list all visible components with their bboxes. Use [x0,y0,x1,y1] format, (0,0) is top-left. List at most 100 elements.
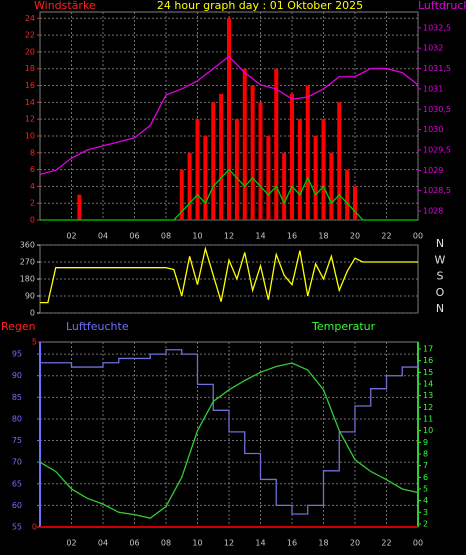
series-line [40,349,419,515]
y-tick-label: 85 [12,393,22,402]
y2-tick-label: 4 [423,496,428,505]
x-tick-label: 18 [318,232,328,241]
y-tick-label: 70 [12,458,22,467]
y-tick-label: 180 [20,275,35,284]
x-tick-label: 12 [224,232,234,241]
y-tick-label: 18 [25,64,35,73]
x-tick-label: 12 [224,539,234,548]
bar [290,93,294,220]
compass-label: O [436,286,445,299]
y3-tick-label: 5 [32,338,37,347]
y-tick-label: 65 [12,479,22,488]
x-tick-label: 04 [98,539,108,548]
y2-tick-label: 12 [423,403,433,412]
humidity-axis-title: Luftfeuchte [66,320,129,333]
x-tick-label: 08 [161,539,171,548]
y-tick-label: 90 [12,371,22,380]
y2-tick-label: 13 [423,391,433,400]
compass-label: N [436,302,444,315]
bar [242,68,247,221]
compass-label: N [436,237,444,250]
x-tick-label: 14 [255,539,265,548]
y3-tick-label: 0 [32,523,37,532]
series-line [39,362,419,519]
series-line [39,55,419,176]
chart-title: 24 hour graph day : 01 Oktober 2025 [157,0,363,12]
y2-axis-title: Luftdruck [418,0,466,12]
y2-tick-label: 17 [423,344,433,353]
x-tick-label: 20 [350,232,360,241]
bar [203,135,208,220]
rain-axis-title: Regen [1,320,36,333]
x-tick-label: 14 [255,232,265,241]
y2-tick-label: 7 [423,461,428,470]
temperature-axis-title: Temperatur [311,320,376,333]
bar [219,93,224,220]
x-tick-label: 00 [413,232,423,241]
y2-tick-label: 6 [423,473,428,482]
bar [227,18,231,221]
x-tick-label: 06 [129,232,139,241]
y2-tick-label: 15 [423,368,433,377]
x-tick-label: 18 [318,539,328,548]
series-line [40,246,418,304]
bar [353,186,357,220]
bar [337,102,342,220]
x-tick-label: 16 [287,232,297,241]
y2-tick-label: 9 [423,438,428,447]
y-tick-label: 55 [12,523,22,532]
x-tick-label: 16 [287,539,297,548]
y2-tick-label: 1032,5 [423,23,451,32]
bar [211,102,216,220]
bar [195,119,200,220]
x-tick-label: 10 [192,539,202,548]
y-tick-label: 270 [20,258,35,267]
y-tick-label: 8 [30,148,35,157]
x-tick-label: 22 [381,232,391,241]
y2-tick-label: 1029,5 [423,145,451,154]
y-tick-label: 2 [30,199,35,208]
y-tick-label: 0 [30,216,35,225]
y-tick-label: 16 [25,81,35,90]
x-tick-label: 06 [129,539,139,548]
y2-tick-label: 8 [423,449,428,458]
bar [329,152,334,220]
y2-tick-label: 1029 [423,166,443,175]
x-tick-label: 02 [66,539,76,548]
y2-tick-label: 3 [423,508,428,517]
y-tick-label: 14 [25,98,35,107]
y2-tick-label: 14 [423,379,433,388]
bar [234,119,239,220]
y-tick-label: 80 [12,414,22,423]
y2-tick-label: 1030,5 [423,105,451,114]
y2-tick-label: 1028 [423,207,443,216]
bar [321,119,326,220]
y2-tick-label: 1030 [423,125,443,134]
bar [266,135,271,220]
y2-tick-label: 10 [423,426,433,435]
y-tick-label: 90 [25,292,35,301]
bar [258,102,263,220]
y-tick-label: 6 [30,165,35,174]
y-tick-label: 4 [30,182,35,191]
x-tick-label: 20 [350,539,360,548]
y-tick-label: 22 [25,31,35,40]
y2-tick-label: 5 [423,484,428,493]
y-tick-label: 0 [30,309,35,318]
bar [305,85,310,220]
bar [297,119,302,220]
y-tick-label: 24 [25,14,35,23]
y2-tick-label: 11 [423,414,433,423]
bar [250,85,255,220]
compass-label: W [435,253,446,266]
y-tick-label: 60 [12,501,22,510]
y-tick-label: 360 [20,241,35,250]
x-tick-label: 10 [192,232,202,241]
bar [187,152,192,220]
bar [282,152,287,220]
bar [179,169,184,220]
y-tick-label: 10 [25,131,35,140]
x-tick-label: 02 [66,232,76,241]
